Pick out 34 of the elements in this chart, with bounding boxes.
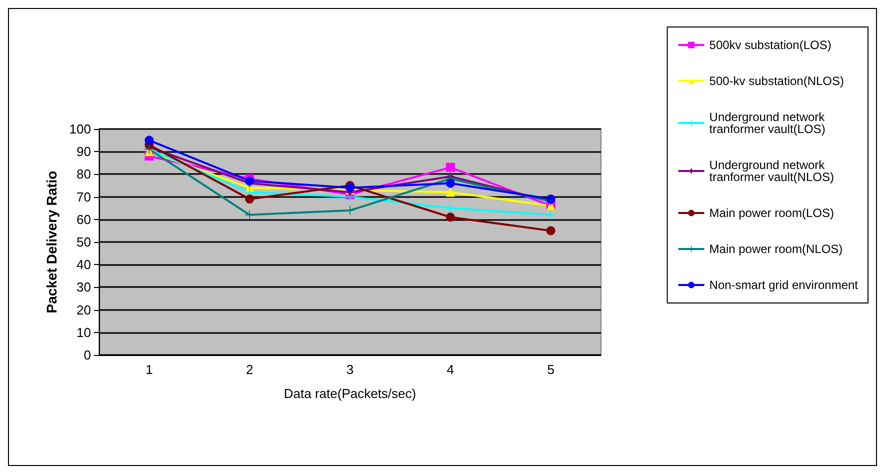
legend-label: Non-smart grid environment xyxy=(709,278,859,292)
y-tick-label: 0 xyxy=(84,348,91,362)
y-tick-label: 100 xyxy=(69,122,91,136)
y-tick-label: 10 xyxy=(76,324,91,340)
legend-label: Underground network tranformer vault(NLOS) xyxy=(709,158,834,184)
point xyxy=(446,212,455,222)
y-tick-label: 30 xyxy=(76,280,91,295)
y-tick-label: 60 xyxy=(76,212,91,227)
point xyxy=(446,162,455,172)
x-tick-label: 3 xyxy=(346,362,354,377)
y-tick-label: 90 xyxy=(76,144,91,160)
point xyxy=(446,178,455,188)
y-tick-label: 50 xyxy=(76,234,91,250)
point xyxy=(346,206,354,215)
y-tick-label: 80 xyxy=(76,166,91,182)
y-tick-label: 70 xyxy=(76,189,91,204)
point xyxy=(245,194,254,204)
point xyxy=(446,188,455,197)
point xyxy=(346,183,354,192)
y-tick-label: 40 xyxy=(76,257,91,272)
legend-label: Underground network tranformer vault(LOS) xyxy=(709,110,826,136)
x-tick-label: 4 xyxy=(446,362,454,377)
legend-label: 500-kv substation(NLOS) xyxy=(709,74,844,88)
x-tick-label: 2 xyxy=(246,362,254,377)
y-tick-label: 20 xyxy=(76,302,91,318)
legend-label: Main power room(NLOS) xyxy=(709,242,843,256)
point xyxy=(144,136,154,145)
x-axis-title: Data rate(Packets/sec) xyxy=(284,386,416,401)
y-axis-title: Packet Delivery Ratio xyxy=(43,170,60,314)
legend-label: 500kv substation(LOS) xyxy=(709,38,832,52)
legend-label: Main power room(LOS) xyxy=(709,206,834,220)
point xyxy=(546,226,556,236)
x-tick-label: 5 xyxy=(547,362,554,377)
x-tick-label: 1 xyxy=(146,362,153,377)
